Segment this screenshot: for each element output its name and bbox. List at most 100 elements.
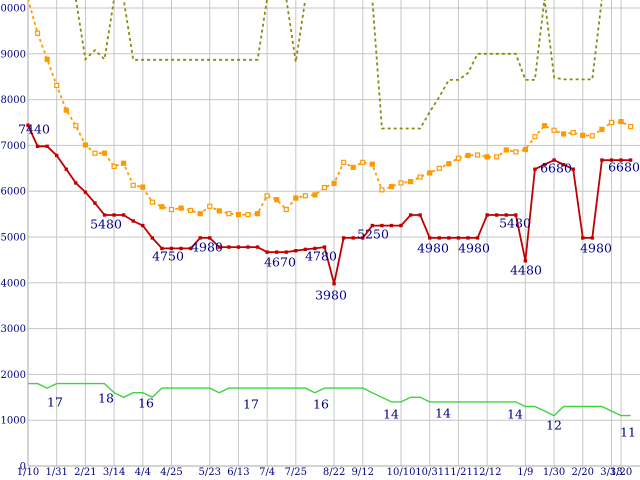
price-point-marker bbox=[341, 236, 346, 240]
x-tick-label: 8/22 bbox=[323, 467, 345, 478]
price-point-marker bbox=[131, 219, 135, 223]
avg-point-marker bbox=[589, 133, 595, 139]
avg-point-marker bbox=[408, 178, 414, 185]
x-tick-label: 2/20 bbox=[572, 467, 594, 478]
avg-point-marker bbox=[264, 193, 270, 199]
y-tick-label: 5000 bbox=[1, 233, 26, 244]
price-point-marker bbox=[552, 158, 556, 162]
x-tick-label: 11/21 bbox=[444, 467, 473, 478]
price-point-marker bbox=[150, 236, 155, 240]
avg-point-marker bbox=[398, 180, 404, 186]
x-tick-label: 1/30 bbox=[543, 467, 565, 478]
count-label: 14 bbox=[383, 407, 399, 422]
price-point-marker bbox=[523, 259, 528, 263]
price-point-marker bbox=[466, 236, 470, 240]
avg-point-marker bbox=[541, 123, 548, 129]
y-tick-label: 2000 bbox=[1, 370, 26, 381]
avg-point-marker bbox=[159, 204, 165, 210]
price-point-marker bbox=[485, 213, 489, 217]
avg-point-marker bbox=[302, 193, 308, 199]
price-point-marker bbox=[284, 250, 288, 254]
avg-point-marker bbox=[293, 195, 299, 201]
x-tick-label: 10/31 bbox=[415, 467, 444, 478]
price-point-marker bbox=[169, 246, 174, 251]
avg-point-marker bbox=[484, 154, 490, 160]
avg-point-marker bbox=[627, 124, 634, 130]
avg-point-marker bbox=[513, 149, 519, 155]
avg-point-marker bbox=[321, 184, 328, 191]
avg-point-marker bbox=[283, 206, 289, 213]
price-label: 4980 bbox=[191, 240, 223, 255]
avg-point-marker bbox=[226, 211, 232, 217]
price-point-marker bbox=[102, 213, 107, 217]
avg-point-marker bbox=[561, 131, 567, 137]
price-label: 4750 bbox=[152, 249, 184, 264]
price-point-marker bbox=[54, 153, 59, 158]
x-tick-label: 1/10 bbox=[17, 467, 39, 478]
avg-point-marker bbox=[197, 211, 203, 217]
x-tick-label: 4/4 bbox=[135, 467, 151, 478]
price-point-marker bbox=[26, 123, 30, 127]
avg-point-marker bbox=[580, 132, 586, 138]
avg-point-marker bbox=[455, 155, 462, 161]
price-point-marker bbox=[389, 223, 394, 228]
price-point-marker bbox=[188, 246, 193, 251]
price-point-marker bbox=[74, 181, 78, 185]
y-tick-label: 6000 bbox=[1, 187, 26, 198]
price-point-marker bbox=[141, 223, 145, 228]
x-tick-label: 9/12 bbox=[352, 467, 374, 478]
x-axis-labels: 1/10 1/31 2/21 3/14 4/4 4/25 5/23 6/13 7/4 7/25 8/… bbox=[17, 467, 632, 478]
price-point-marker bbox=[428, 236, 432, 240]
avg-point-marker bbox=[379, 187, 385, 193]
avg-point-marker bbox=[178, 205, 184, 211]
avg-point-marker bbox=[54, 82, 60, 89]
price-label: 5250 bbox=[357, 227, 389, 242]
price-label: 4980 bbox=[458, 241, 490, 256]
avg-point-marker bbox=[522, 146, 528, 153]
price-point-marker bbox=[294, 249, 298, 253]
x-tick-label: 5/23 bbox=[199, 467, 221, 478]
price-point-marker bbox=[83, 190, 88, 194]
avg-point-marker bbox=[73, 123, 79, 129]
count-label: 17 bbox=[47, 395, 63, 410]
x-tick-label: 2/21 bbox=[74, 467, 96, 478]
price-point-marker bbox=[370, 223, 375, 228]
avg-point-marker bbox=[331, 180, 337, 187]
price-point-marker bbox=[408, 213, 413, 217]
avg-point-marker bbox=[350, 164, 356, 170]
avg-point-marker bbox=[235, 211, 242, 218]
count-label: 16 bbox=[313, 397, 329, 412]
x-tick-label: 7/25 bbox=[285, 467, 307, 478]
count-label: 18 bbox=[98, 391, 114, 406]
price-point-marker bbox=[456, 236, 461, 240]
avg-point-marker bbox=[436, 165, 442, 171]
y-tick-label: 9000 bbox=[1, 49, 26, 60]
avg-point-marker bbox=[369, 161, 375, 167]
price-point-marker bbox=[35, 144, 40, 149]
avg-point-marker bbox=[130, 182, 136, 188]
avg-point-marker bbox=[474, 152, 481, 158]
avg-point-marker bbox=[312, 192, 318, 198]
price-point-marker bbox=[227, 245, 231, 249]
avg-point-marker bbox=[207, 203, 213, 209]
avg-point-marker bbox=[245, 211, 251, 218]
avg-point-marker bbox=[446, 161, 452, 167]
avg-point-marker bbox=[388, 184, 395, 190]
grid bbox=[27, 0, 640, 466]
avg-point-marker bbox=[494, 154, 500, 160]
count-label: 17 bbox=[243, 397, 259, 412]
y-tick-label: 3000 bbox=[1, 324, 26, 335]
avg-point-marker bbox=[618, 118, 624, 125]
y-tick-label: 1000 bbox=[1, 416, 26, 427]
axes bbox=[27, 0, 640, 467]
price-point-marker bbox=[380, 223, 384, 228]
price-point-marker bbox=[255, 245, 260, 249]
price-point-marker bbox=[581, 236, 585, 240]
x-tick-label: 3/14 bbox=[103, 467, 125, 478]
price-label: 6680 bbox=[540, 161, 572, 176]
x-tick-label: 12/12 bbox=[473, 467, 502, 478]
price-point-marker bbox=[418, 213, 422, 217]
avg-point-marker bbox=[599, 126, 605, 132]
x-tick-label: 1/31 bbox=[45, 467, 67, 478]
